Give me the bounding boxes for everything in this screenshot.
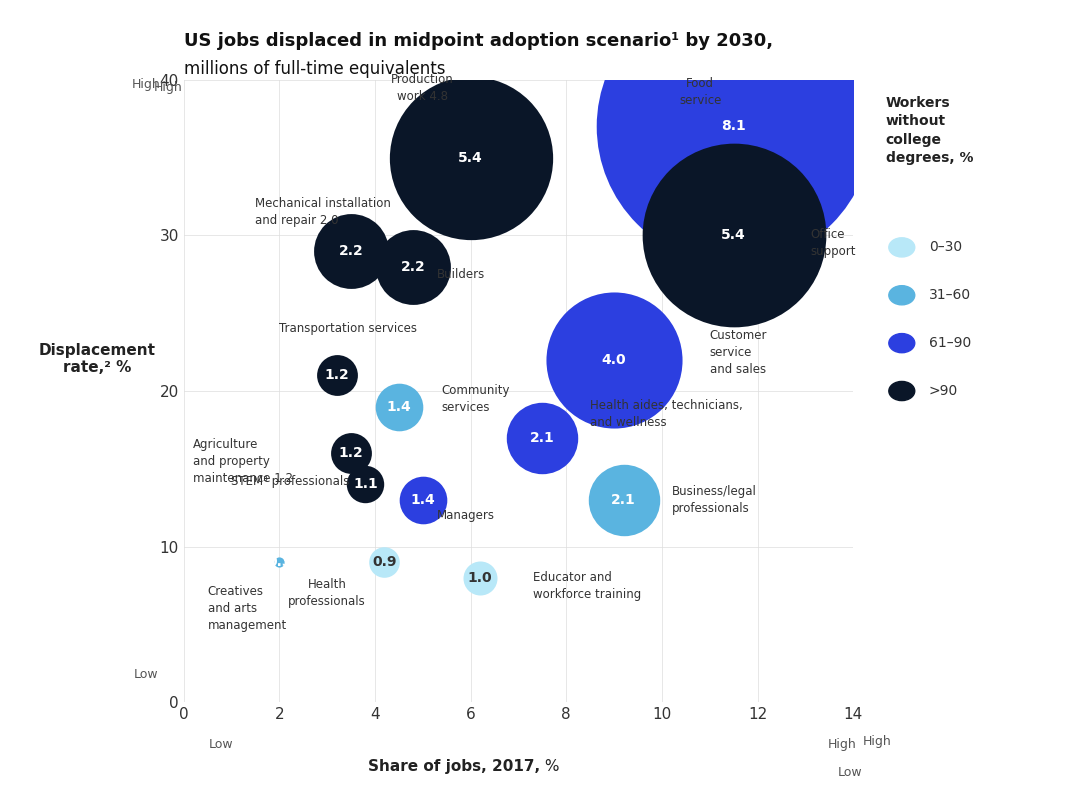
Text: 4.0: 4.0 [602,353,626,367]
Text: 0–30: 0–30 [929,240,962,255]
Point [462,151,480,164]
Text: 8.1: 8.1 [721,120,746,133]
Text: STEM³ professionals: STEM³ professionals [231,475,350,488]
Text: 2.2: 2.2 [401,259,426,274]
Text: 1.2: 1.2 [339,446,363,460]
Text: Low: Low [210,737,233,751]
Text: High: High [863,735,891,748]
Point [356,478,374,491]
Text: 5.4: 5.4 [721,228,746,243]
Text: High: High [132,77,160,91]
Point [534,431,551,444]
Text: 0.9: 0.9 [373,555,396,569]
Text: Creatives
and arts
management: Creatives and arts management [207,586,287,632]
Text: Agriculture
and property
maintenance 1.2: Agriculture and property maintenance 1.2 [193,437,293,484]
Text: Transportation services: Transportation services [280,322,417,335]
Text: 31–60: 31–60 [929,288,971,302]
Text: US jobs displaced in midpoint adoption scenario¹ by 2030,: US jobs displaced in midpoint adoption s… [184,32,772,50]
Text: 1.1: 1.1 [353,477,378,492]
Text: High: High [828,737,856,751]
Point [390,400,407,413]
Point [725,229,742,242]
Text: Community
services: Community services [442,384,511,414]
Text: Builders: Builders [437,268,485,281]
Text: 1.4: 1.4 [387,400,411,413]
Point [376,555,393,568]
Text: 2.1: 2.1 [530,431,555,444]
Text: 1.2: 1.2 [324,369,349,382]
Text: Health aides, technicians,
and wellness: Health aides, technicians, and wellness [590,399,743,429]
Point [342,244,360,257]
Point [271,555,288,568]
Point [342,447,360,460]
Point [328,369,346,381]
Text: Share of jobs, 2017,: Share of jobs, 2017, [368,759,540,773]
Text: 2.2: 2.2 [339,244,363,258]
Text: Low: Low [134,668,158,681]
Text: Educator and
workforce training: Educator and workforce training [532,571,642,601]
Text: Health
professionals: Health professionals [288,579,366,608]
Text: Customer
service
and sales: Customer service and sales [710,329,767,376]
Text: 2.1: 2.1 [611,493,636,507]
Text: Business/legal
professionals: Business/legal professionals [672,485,756,515]
Text: Managers: Managers [437,509,495,522]
Text: High: High [153,81,183,94]
Text: 1.0: 1.0 [468,571,492,585]
Text: 0.3: 0.3 [267,555,292,569]
Point [615,493,632,507]
Text: Food
service: Food service [679,77,721,107]
Text: millions of full-time equivalents: millions of full-time equivalents [184,60,445,78]
Text: Workers
without
college
degrees, %: Workers without college degrees, % [886,96,973,165]
Point [472,571,489,584]
Text: %: % [540,759,559,773]
Point [725,120,742,132]
Point [414,493,431,507]
Text: Displacement
rate,² %: Displacement rate,² % [39,343,156,375]
Text: Production
work 4.8: Production work 4.8 [391,73,454,103]
Text: Low: Low [838,766,863,779]
Text: 61–90: 61–90 [929,336,971,350]
Text: 5.4: 5.4 [458,151,483,164]
Text: 1.4: 1.4 [410,493,435,507]
Text: >90: >90 [929,384,958,398]
Text: Office
support: Office support [810,228,855,259]
Point [405,260,422,273]
Text: Mechanical installation
and repair 2.0: Mechanical installation and repair 2.0 [255,197,391,227]
Point [606,354,623,366]
